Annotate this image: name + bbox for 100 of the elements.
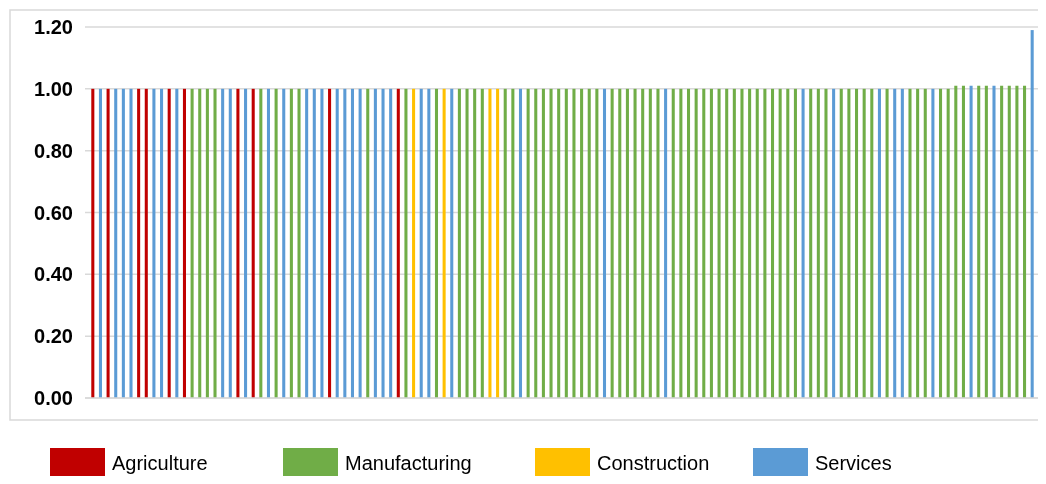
bar: [305, 88, 309, 398]
bar: [274, 88, 278, 398]
bar: [946, 88, 950, 398]
y-tick-label: 1.20: [34, 16, 73, 38]
bar: [358, 88, 362, 398]
bar: [205, 88, 209, 398]
legend-label: Services: [815, 452, 892, 474]
bar: [961, 85, 965, 398]
bar: [877, 88, 881, 398]
bar: [412, 88, 416, 398]
bar: [923, 88, 927, 398]
bar: [98, 88, 102, 398]
bar: [900, 88, 904, 398]
bar: [167, 88, 171, 398]
bar: [839, 88, 843, 398]
bar: [587, 88, 591, 398]
bar: [1015, 85, 1019, 398]
bar: [434, 88, 439, 398]
bar: [709, 88, 713, 398]
bar: [770, 88, 775, 398]
bar: [473, 88, 477, 398]
bar: [221, 88, 225, 398]
bar: [809, 88, 813, 398]
bar: [847, 88, 851, 398]
bar: [855, 88, 859, 398]
bar: [320, 88, 324, 398]
bar: [114, 88, 118, 398]
bar: [91, 88, 95, 398]
bar: [343, 88, 347, 398]
bar: [862, 88, 866, 398]
bar: [534, 88, 538, 398]
bar: [373, 88, 377, 398]
bar: [480, 88, 484, 398]
bar: [129, 88, 133, 398]
bar: [816, 88, 820, 398]
bar: [488, 88, 492, 398]
bar: [732, 88, 736, 398]
bar: [969, 85, 973, 398]
bar: [954, 85, 958, 398]
bar: [977, 85, 981, 398]
y-tick-label: 0.20: [34, 325, 73, 348]
bar: [259, 88, 263, 398]
bar: [595, 88, 599, 398]
bar: [939, 88, 943, 398]
bar: [244, 88, 248, 398]
bar: [381, 88, 385, 398]
y-tick-label: 0.00: [34, 387, 73, 409]
bar: [144, 88, 148, 398]
bar: [297, 88, 301, 398]
bar: [648, 88, 652, 398]
bar: [350, 88, 355, 398]
bar: [824, 88, 828, 398]
bar: [702, 88, 706, 398]
bar: [870, 88, 874, 398]
bar: [419, 88, 423, 398]
bar: [633, 88, 637, 398]
bar: [152, 88, 156, 398]
legend-label: Agriculture: [112, 452, 208, 474]
bar: [457, 88, 461, 398]
bar: [778, 88, 782, 398]
bar: [679, 88, 683, 398]
bar: [213, 88, 217, 398]
bar: [564, 88, 568, 398]
bar: [602, 88, 607, 398]
y-tick-label: 1.00: [34, 77, 73, 100]
bar: [427, 88, 431, 398]
bar: [465, 88, 469, 398]
bar: [572, 88, 576, 398]
bar: [625, 88, 629, 398]
bar: [503, 88, 507, 398]
bar: [748, 88, 752, 398]
bar: [801, 88, 805, 398]
bar: [664, 88, 668, 398]
bar: [885, 88, 889, 398]
bar: [198, 88, 202, 398]
bar: [526, 88, 530, 398]
bar: [671, 88, 675, 398]
bar: [557, 88, 561, 398]
bar: [335, 88, 339, 398]
bar: [725, 88, 729, 398]
bar: [992, 85, 996, 398]
bar: [793, 88, 797, 398]
bar: [717, 88, 721, 398]
bar: [442, 88, 446, 398]
bar: [755, 88, 759, 398]
bar: [984, 85, 988, 398]
bar: [289, 88, 293, 398]
bar: [694, 88, 698, 398]
bar: [328, 88, 332, 398]
bar: [366, 88, 370, 398]
bar: [251, 88, 255, 398]
bar: [106, 88, 110, 398]
bar: [893, 88, 897, 398]
bar: [618, 88, 622, 398]
bar: [389, 88, 393, 398]
bar: [931, 88, 935, 398]
bar: [175, 88, 179, 398]
bar: [236, 88, 240, 398]
bar: [1007, 85, 1011, 398]
bar: [549, 88, 553, 398]
